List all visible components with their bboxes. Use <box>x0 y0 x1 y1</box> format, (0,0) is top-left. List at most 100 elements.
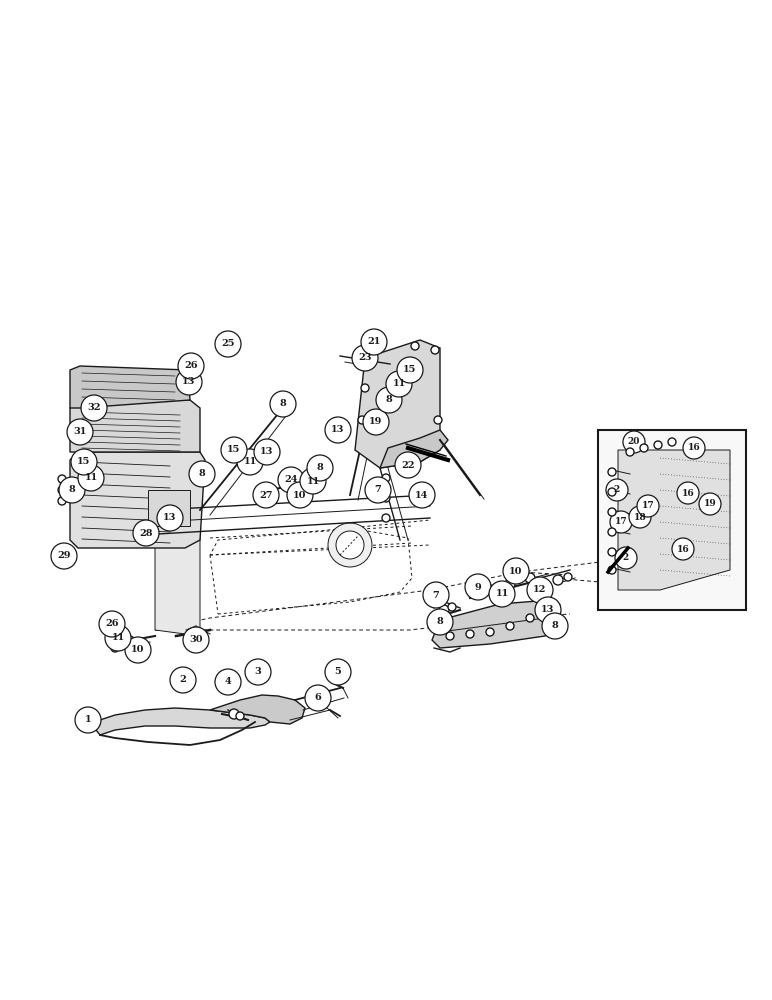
Polygon shape <box>355 340 440 468</box>
Text: 16: 16 <box>688 444 700 452</box>
Text: 28: 28 <box>139 528 153 538</box>
Circle shape <box>51 543 77 569</box>
Text: 15: 15 <box>403 365 417 374</box>
Circle shape <box>300 468 326 494</box>
Text: 8: 8 <box>386 395 392 404</box>
Text: 7: 7 <box>374 486 381 494</box>
Circle shape <box>118 640 126 648</box>
Polygon shape <box>432 600 560 648</box>
Circle shape <box>361 329 387 355</box>
Circle shape <box>485 585 495 595</box>
Text: 26: 26 <box>185 361 198 370</box>
Circle shape <box>506 622 514 630</box>
Text: 19: 19 <box>703 499 716 508</box>
Circle shape <box>395 452 421 478</box>
Circle shape <box>183 627 209 653</box>
Circle shape <box>178 353 204 379</box>
Circle shape <box>615 547 637 569</box>
Circle shape <box>610 511 632 533</box>
Circle shape <box>386 371 412 397</box>
Circle shape <box>699 493 721 515</box>
Text: 13: 13 <box>260 448 274 456</box>
Circle shape <box>423 582 449 608</box>
Circle shape <box>446 632 454 640</box>
Circle shape <box>364 358 372 366</box>
Text: 2: 2 <box>623 554 629 562</box>
Text: 10: 10 <box>293 490 306 499</box>
Circle shape <box>254 439 280 465</box>
Circle shape <box>58 497 66 505</box>
Text: 10: 10 <box>131 646 144 654</box>
Text: 6: 6 <box>315 694 321 702</box>
Circle shape <box>526 614 534 622</box>
Text: 27: 27 <box>259 490 273 499</box>
Text: 7: 7 <box>432 590 439 599</box>
Circle shape <box>58 486 66 494</box>
Text: 3: 3 <box>255 668 262 676</box>
Polygon shape <box>70 400 200 452</box>
Circle shape <box>361 384 369 392</box>
Circle shape <box>237 449 263 475</box>
Text: 8: 8 <box>279 399 286 408</box>
Circle shape <box>564 573 572 581</box>
Text: 8: 8 <box>198 470 205 479</box>
Polygon shape <box>210 695 305 724</box>
Text: 17: 17 <box>615 518 628 526</box>
Text: 20: 20 <box>628 438 640 446</box>
Text: 8: 8 <box>552 621 558 631</box>
Circle shape <box>270 391 296 417</box>
Circle shape <box>325 417 351 443</box>
Text: 25: 25 <box>222 340 235 349</box>
Circle shape <box>75 707 101 733</box>
Polygon shape <box>96 708 270 735</box>
Text: 11: 11 <box>496 589 509 598</box>
Text: 16: 16 <box>682 488 694 497</box>
Circle shape <box>623 431 645 453</box>
Circle shape <box>59 477 85 503</box>
Circle shape <box>133 520 159 546</box>
Text: 13: 13 <box>541 605 555 614</box>
Circle shape <box>608 548 616 556</box>
Circle shape <box>466 630 474 638</box>
Text: 4: 4 <box>225 678 232 686</box>
Circle shape <box>626 448 634 456</box>
Circle shape <box>228 447 238 457</box>
Circle shape <box>683 437 705 459</box>
Circle shape <box>409 482 435 508</box>
Circle shape <box>99 611 125 637</box>
Circle shape <box>157 505 183 531</box>
Circle shape <box>126 636 134 644</box>
Circle shape <box>553 575 563 585</box>
Circle shape <box>170 667 196 693</box>
Circle shape <box>382 474 390 482</box>
Circle shape <box>448 603 456 611</box>
Circle shape <box>525 573 535 583</box>
Circle shape <box>608 508 616 516</box>
Circle shape <box>608 566 616 574</box>
Circle shape <box>358 416 366 424</box>
Polygon shape <box>618 450 730 590</box>
Text: 11: 11 <box>306 477 320 486</box>
Circle shape <box>654 441 662 449</box>
Circle shape <box>78 465 104 491</box>
Circle shape <box>427 609 453 635</box>
Circle shape <box>431 346 439 354</box>
Polygon shape <box>155 510 200 636</box>
Text: 18: 18 <box>634 512 646 522</box>
Circle shape <box>535 597 561 623</box>
Circle shape <box>352 345 378 371</box>
Circle shape <box>503 558 529 584</box>
Circle shape <box>71 449 97 475</box>
Circle shape <box>608 488 616 496</box>
Circle shape <box>411 342 419 350</box>
Circle shape <box>305 685 331 711</box>
Text: 31: 31 <box>73 428 86 436</box>
Text: 13: 13 <box>331 426 344 434</box>
Circle shape <box>284 474 296 486</box>
Text: 16: 16 <box>676 544 689 554</box>
Circle shape <box>608 468 616 476</box>
Text: 15: 15 <box>77 458 90 466</box>
Circle shape <box>328 523 372 567</box>
Circle shape <box>465 574 491 600</box>
Circle shape <box>189 461 215 487</box>
